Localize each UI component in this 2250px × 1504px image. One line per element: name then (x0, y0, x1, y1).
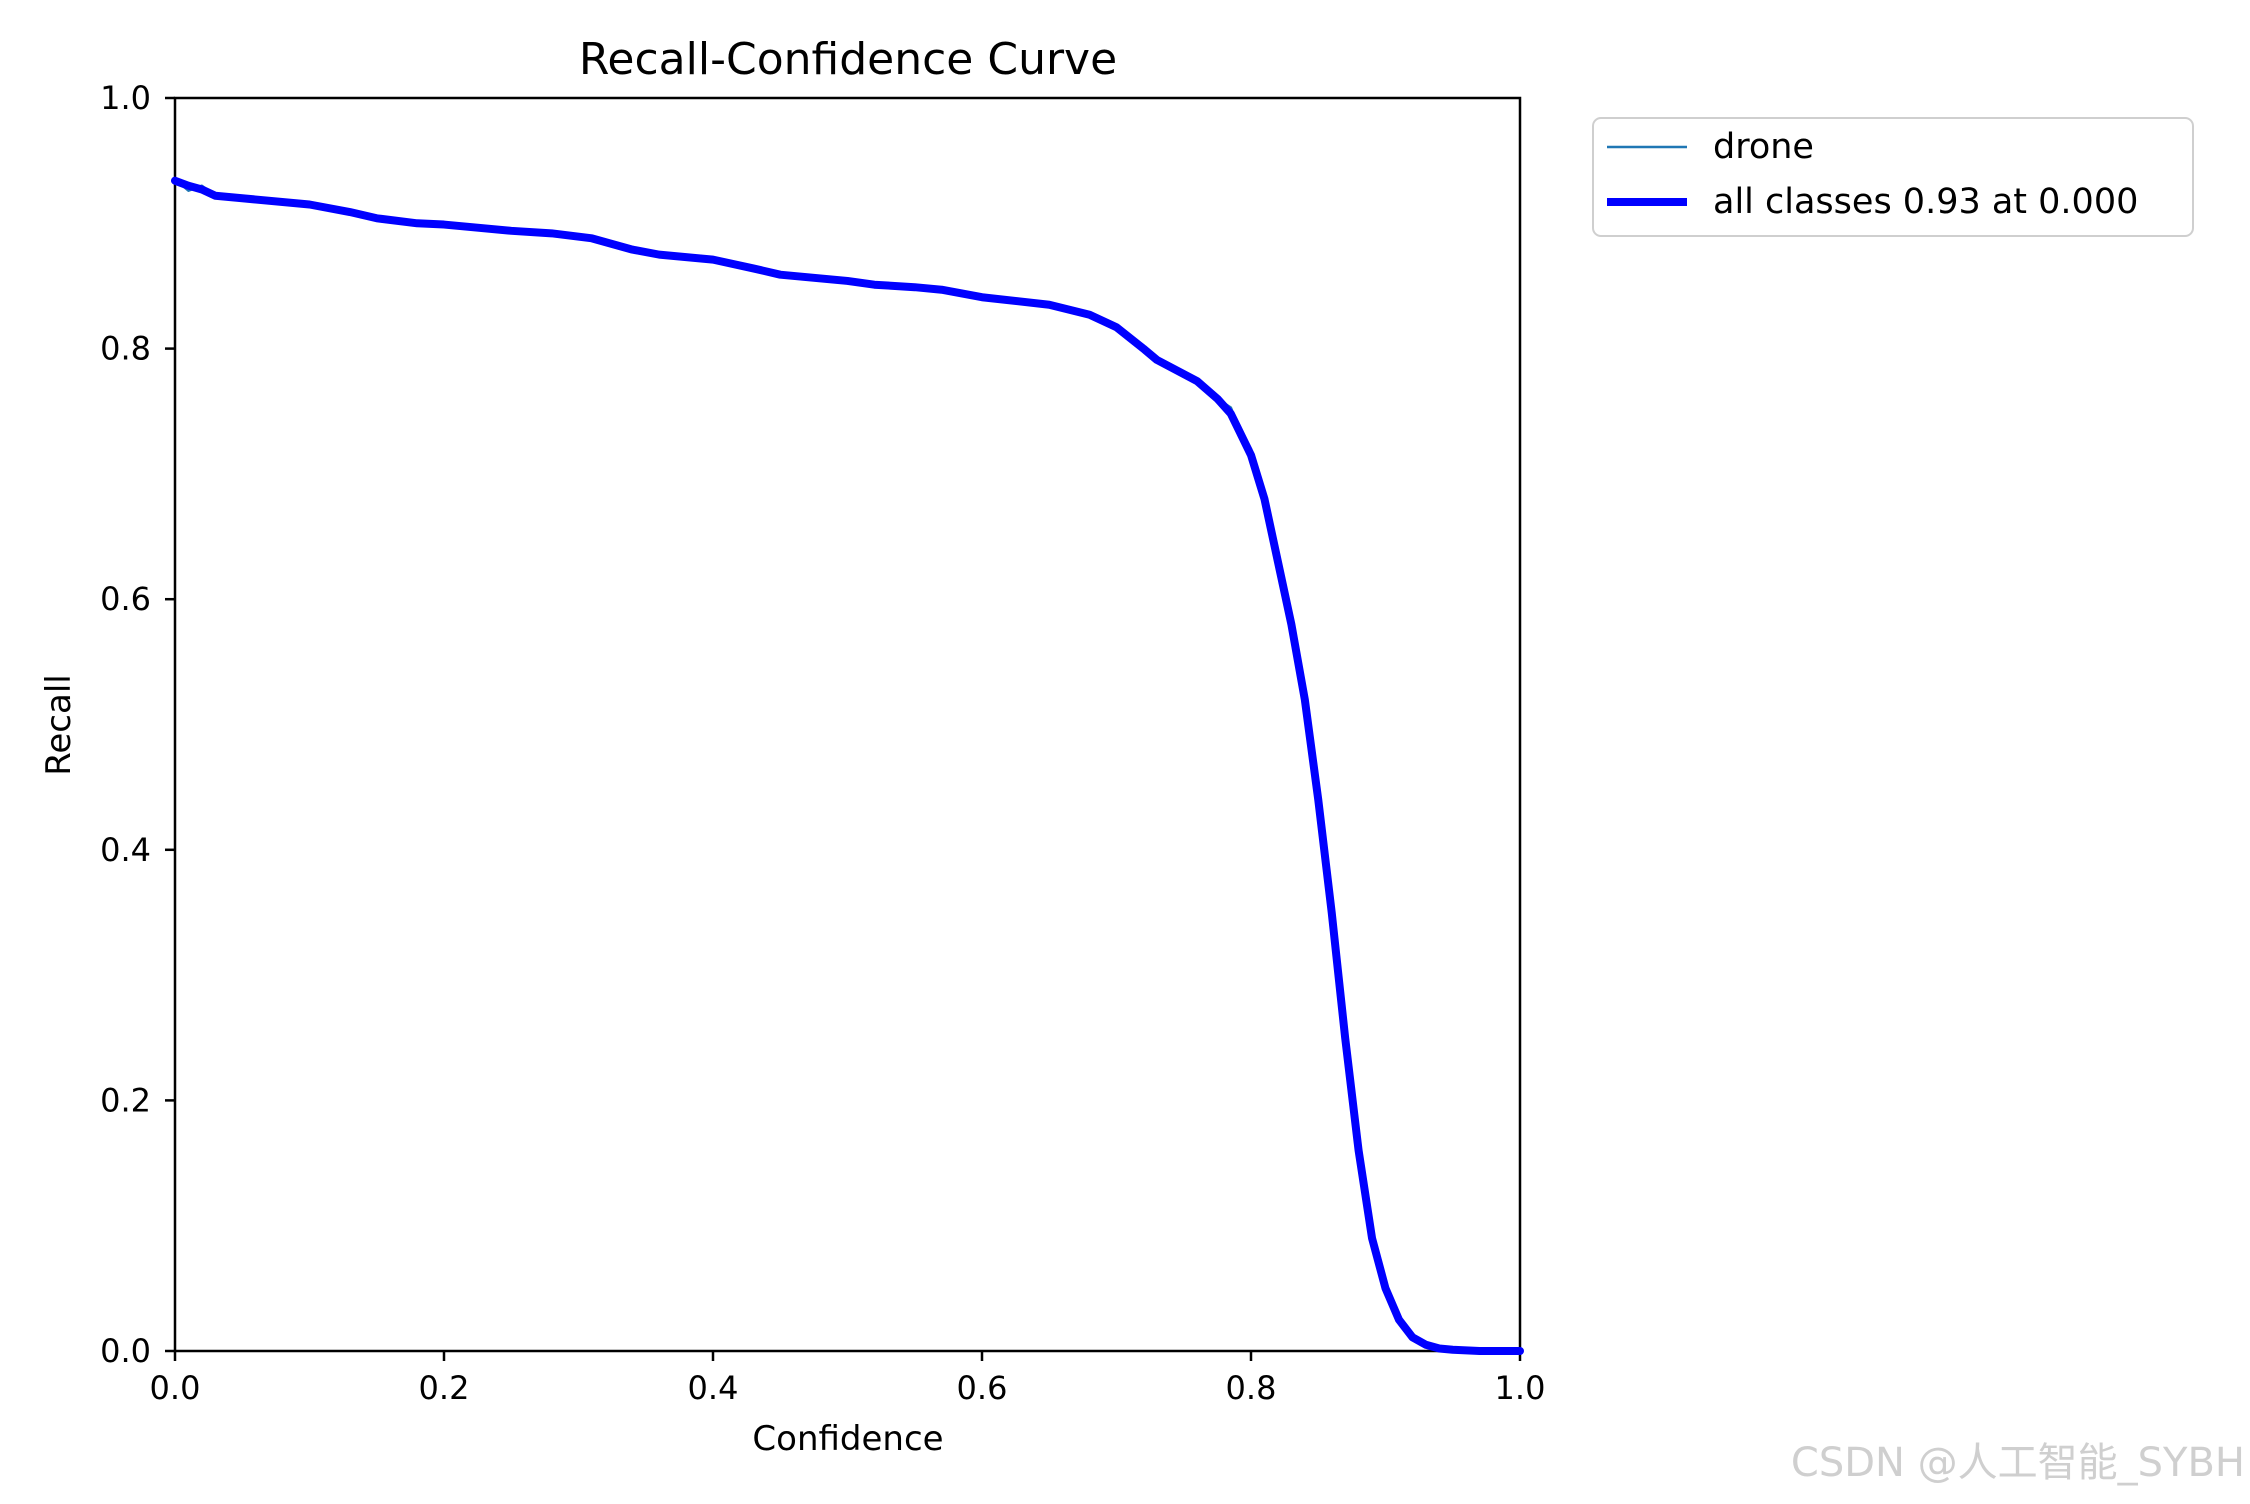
plot-area: 0.0 0.2 0.4 0.6 0.8 1.0 0.0 0.2 0.4 0.6 0.8 1.0 (100, 79, 1545, 1407)
legend-box (1592, 117, 2194, 237)
y-tick-label: 0.4 (100, 831, 151, 869)
y-tick-label: 0.8 (100, 330, 151, 368)
y-axis-title: Recall (39, 674, 79, 775)
y-tick-label: 0.2 (100, 1081, 151, 1119)
x-tick-label: 0.8 (1226, 1369, 1277, 1407)
x-tick-label: 0.2 (419, 1369, 470, 1407)
y-tick-label: 0.0 (100, 1332, 151, 1370)
chart-title: Recall-Confidence Curve (579, 34, 1117, 85)
x-tick-label: 0.6 (957, 1369, 1008, 1407)
x-tick-label: 1.0 (1495, 1369, 1546, 1407)
x-axis: 0.0 0.2 0.4 0.6 0.8 1.0 (150, 1351, 1546, 1407)
series-all-classes-line (171, 176, 1524, 1355)
series-layer (171, 176, 1524, 1355)
watermark: CSDN @人工智能_SYBH (1791, 1440, 2245, 1486)
y-tick-label: 0.6 (100, 580, 151, 618)
legend-drone-label: drone (1713, 127, 1814, 167)
x-tick-label: 0.4 (688, 1369, 739, 1407)
y-axis: 0.0 0.2 0.4 0.6 0.8 1.0 (100, 79, 175, 1370)
x-tick-label: 0.0 (150, 1369, 201, 1407)
x-axis-title: Confidence (752, 1419, 943, 1459)
plot-frame (173, 96, 1522, 1353)
y-tick-label: 1.0 (100, 79, 151, 117)
legend: drone all classes 0.93 at 0.000 (1592, 117, 2194, 237)
legend-all-classes-label: all classes 0.93 at 0.000 (1713, 182, 2138, 222)
